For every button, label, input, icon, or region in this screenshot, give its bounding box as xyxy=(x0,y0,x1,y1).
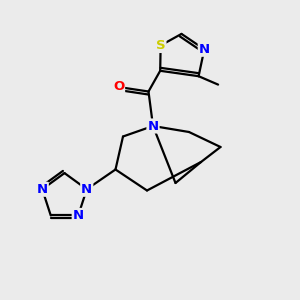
Text: N: N xyxy=(147,119,159,133)
Text: N: N xyxy=(199,43,210,56)
Text: N: N xyxy=(73,209,84,222)
Text: S: S xyxy=(156,39,166,52)
Text: N: N xyxy=(37,183,48,196)
Text: O: O xyxy=(113,80,124,94)
Text: N: N xyxy=(81,183,92,196)
